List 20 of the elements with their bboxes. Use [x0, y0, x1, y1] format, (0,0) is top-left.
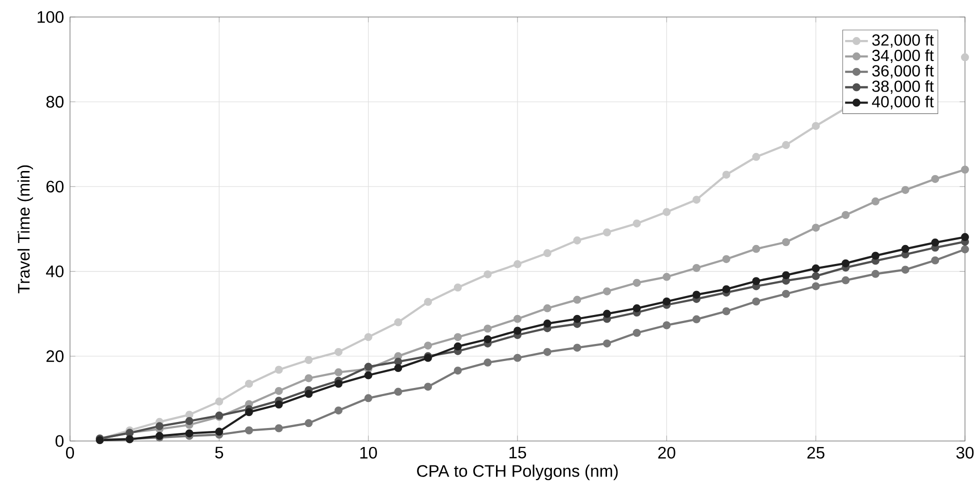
y-tick-label: 20	[46, 350, 64, 362]
x-tick-label: 25	[807, 446, 824, 459]
legend-label: 32,000 ft	[872, 34, 934, 48]
legend-label: 34,000 ft	[872, 49, 934, 64]
y-axis-title: Travel Time (min)	[17, 165, 34, 294]
legend-label: 36,000 ft	[872, 64, 934, 78]
y-tick-label: 80	[46, 96, 64, 108]
y-tick-label: 40	[46, 266, 64, 278]
x-tick-label: 20	[658, 446, 676, 459]
y-tick-label: 60	[46, 180, 64, 192]
y-tick-label: 100	[38, 11, 64, 23]
legend-label: 40,000 ft	[872, 96, 934, 110]
x-tick-label: 30	[956, 446, 974, 459]
x-tick-label: 15	[510, 446, 526, 458]
y-tick-label: 0	[56, 435, 64, 447]
x-tick-label: 10	[360, 446, 377, 459]
x-tick-label: 0	[66, 446, 74, 459]
x-tick-label: 5	[215, 446, 224, 458]
x-axis-title: CPA to CTH Polygons (nm)	[417, 464, 618, 480]
legend-label: 38,000 ft	[872, 80, 934, 94]
